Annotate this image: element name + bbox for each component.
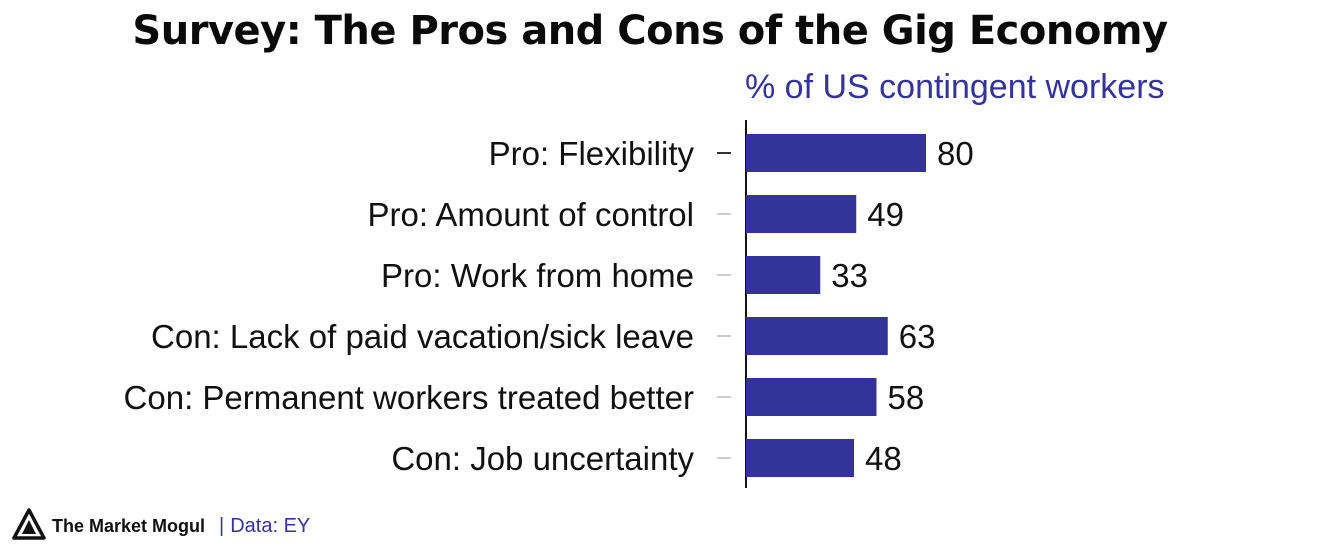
chart-title: Survey: The Pros and Cons of the Gig Eco… [132,8,1168,54]
brand-name: The Market Mogul [52,515,206,536]
data-label: 58 [888,379,925,416]
data-label: 49 [867,196,904,233]
chart-subtitle: % of US contingent workers [745,68,1165,106]
data-label: 33 [831,257,868,294]
data-label: 80 [937,135,974,172]
mogul-logo-icon [12,507,46,545]
footer: The Market Mogul | Data: EY [12,507,311,545]
category-label: Con: Job uncertainty [391,440,694,477]
category-label: Con: Permanent workers treated better [124,379,694,416]
data-source: Data: EY [230,514,311,537]
bar [746,195,857,233]
data-label: 48 [865,440,902,477]
data-label: 63 [899,318,936,355]
category-label: Pro: Work from home [381,257,694,294]
bar [746,256,821,294]
bar [746,378,877,416]
category-label: Con: Lack of paid vacation/sick leave [151,318,694,355]
category-label: Pro: Flexibility [489,135,695,172]
footer-separator: | [219,514,225,537]
category-label: Pro: Amount of control [367,196,694,233]
bar [746,317,888,355]
bar [746,134,926,172]
bar [746,439,854,477]
